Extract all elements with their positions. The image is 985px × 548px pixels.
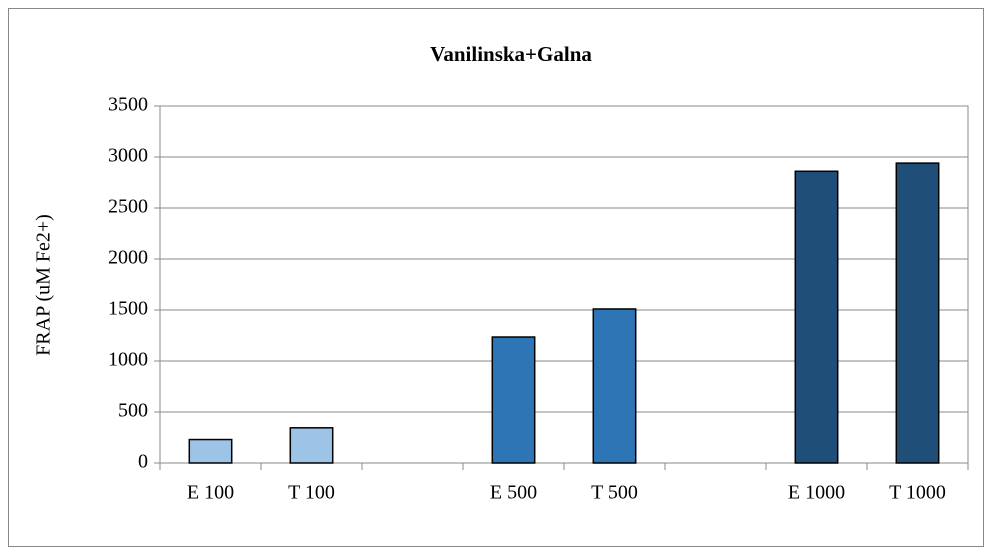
x-tick-label: E 1000 bbox=[788, 482, 845, 504]
y-tick-label: 500 bbox=[118, 400, 148, 422]
x-tick-label: T 100 bbox=[288, 482, 335, 504]
chart-title: Vanilinska+Galna bbox=[430, 42, 592, 66]
x-tick-label: T 1000 bbox=[889, 482, 946, 504]
y-tick-label: 1500 bbox=[108, 298, 148, 320]
x-tick-label: E 500 bbox=[490, 482, 537, 504]
bar bbox=[592, 308, 637, 464]
y-tick-label: 1000 bbox=[108, 349, 148, 371]
bar bbox=[491, 336, 536, 464]
x-tick-label: T 500 bbox=[591, 482, 638, 504]
bar bbox=[794, 170, 839, 464]
x-tick-label: E 100 bbox=[187, 482, 234, 504]
y-axis-label: FRAP (uM Fe2+) bbox=[33, 214, 55, 356]
bar bbox=[188, 438, 233, 464]
y-tick-label: 3500 bbox=[108, 94, 148, 116]
y-tick-label: 0 bbox=[138, 451, 148, 473]
y-tick-label: 3000 bbox=[108, 145, 148, 167]
bar bbox=[895, 162, 940, 464]
y-tick-label: 2500 bbox=[108, 196, 148, 218]
y-tick-label: 2000 bbox=[108, 247, 148, 269]
bar bbox=[289, 427, 334, 464]
